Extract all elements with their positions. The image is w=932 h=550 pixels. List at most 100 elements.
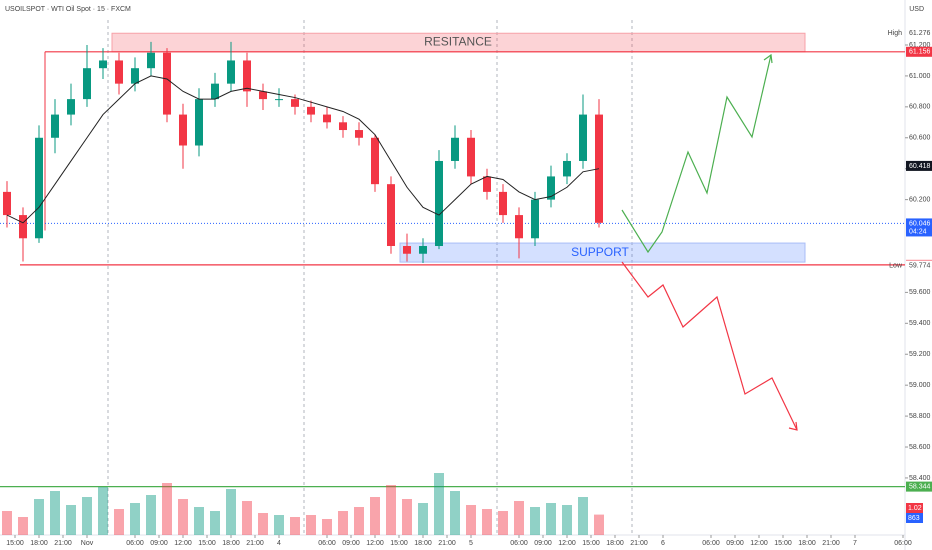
candle-body	[403, 246, 411, 254]
x-tick-label: 15:00	[198, 540, 216, 547]
volume-bar	[130, 503, 140, 535]
candle-body	[83, 68, 91, 100]
y-tick-label: 60.200	[909, 196, 931, 203]
candle-body	[307, 106, 315, 115]
candle-body	[291, 99, 299, 107]
candle-body	[499, 191, 507, 216]
volume-tag	[906, 513, 923, 523]
price-tag	[906, 218, 932, 237]
candle-body	[131, 68, 139, 84]
x-tick-label: 15:00	[6, 540, 24, 547]
volume-tag-label: 863	[908, 515, 920, 522]
candle-body	[483, 176, 491, 192]
candle-body	[563, 160, 571, 177]
x-tick-label: 21:00	[438, 540, 456, 547]
volume-bar	[530, 507, 540, 535]
candle-body	[387, 184, 395, 247]
y-tick-label: 60.600	[909, 135, 931, 142]
candle-body	[579, 114, 587, 161]
support-label: SUPPORT	[571, 245, 629, 259]
volume-bar	[178, 499, 188, 535]
bullish-projection	[621, 54, 772, 254]
arrow-head	[763, 53, 773, 64]
x-tick-label: 6	[661, 540, 665, 547]
volume-bar	[514, 501, 524, 535]
volume-bar	[274, 515, 284, 535]
price-tag	[906, 160, 932, 171]
y-tick-label: 59.200	[909, 351, 931, 358]
volume-bar	[18, 517, 28, 535]
volume-bar	[322, 519, 332, 535]
volume-bar	[418, 503, 428, 535]
candle-body	[547, 176, 555, 200]
price-tag	[906, 260, 932, 271]
candle-body	[67, 99, 75, 115]
volume-bar	[338, 511, 348, 535]
candle-body	[211, 83, 219, 100]
volume-bar	[578, 497, 588, 535]
candle-body	[323, 114, 331, 123]
volume-bar	[402, 499, 412, 535]
price-tag	[906, 28, 932, 39]
volume-bar	[354, 507, 364, 535]
candle-body	[19, 215, 27, 239]
volume-bar	[226, 489, 236, 535]
candle-body	[99, 60, 107, 69]
y-tick-label: 59.600	[909, 289, 931, 296]
x-tick-label: 09:00	[726, 540, 744, 547]
volume-bar	[370, 497, 380, 535]
candle-body	[163, 52, 171, 115]
session-separators	[107, 20, 633, 535]
candle-body	[451, 137, 459, 161]
resistance-label: RESITANCE	[424, 35, 492, 49]
candle-body	[371, 137, 379, 185]
price-tag-label: 59.774	[909, 262, 931, 269]
volume-bar	[258, 513, 268, 535]
volume-bar	[546, 503, 556, 535]
candle-body	[147, 52, 155, 69]
currency: USD	[909, 6, 924, 13]
x-tick-label: 21:00	[246, 540, 264, 547]
candle-body	[531, 199, 539, 239]
x-tick-label: 06:00	[702, 540, 720, 547]
volume-bar	[98, 487, 108, 535]
x-tick-label: 12:00	[750, 540, 768, 547]
x-tick-label: 06:00	[510, 540, 528, 547]
x-tick-label: 15:00	[390, 540, 408, 547]
candle-body	[259, 91, 267, 100]
price-tag	[906, 46, 932, 57]
y-tick-label: 59.400	[909, 320, 931, 327]
volume-bar	[34, 499, 44, 535]
volume-bar	[146, 495, 156, 535]
bearish-projection	[621, 261, 798, 431]
volume-tag-label: 1.02 K	[908, 505, 929, 512]
y-tick-label: 58.600	[909, 444, 931, 451]
volume-bar	[386, 485, 396, 535]
plot: RESITANCE SUPPORT 61.200 61.000 60.800 60.600…	[0, 32, 931, 547]
x-tick-label: 09:00	[534, 540, 552, 547]
volume-bar	[66, 505, 76, 535]
volume-tag	[906, 503, 923, 513]
volume-bar	[50, 491, 60, 535]
countdown: 04:24	[909, 228, 927, 235]
x-tick-label: 12:00	[366, 540, 384, 547]
volume-bar	[482, 509, 492, 535]
x-tick-label: 18:00	[30, 540, 48, 547]
x-tick-label: 21:00	[54, 540, 72, 547]
candle-body	[275, 99, 283, 101]
volume-bar	[194, 507, 204, 535]
price-note: High	[888, 30, 903, 37]
x-tick-label: 18:00	[606, 540, 624, 547]
candle-body	[355, 130, 363, 138]
volume-bar	[82, 497, 92, 535]
volume-bar	[466, 505, 476, 535]
volume-bar	[594, 514, 604, 535]
x-tick-label: 18:00	[798, 540, 816, 547]
candle-body	[515, 215, 523, 239]
x-tick-label: 06:00	[318, 540, 336, 547]
x-tick-label: 18:00	[414, 540, 432, 547]
x-tick-label: 21:00	[822, 540, 840, 547]
volume-bar	[114, 509, 124, 535]
candle-body	[195, 99, 203, 146]
